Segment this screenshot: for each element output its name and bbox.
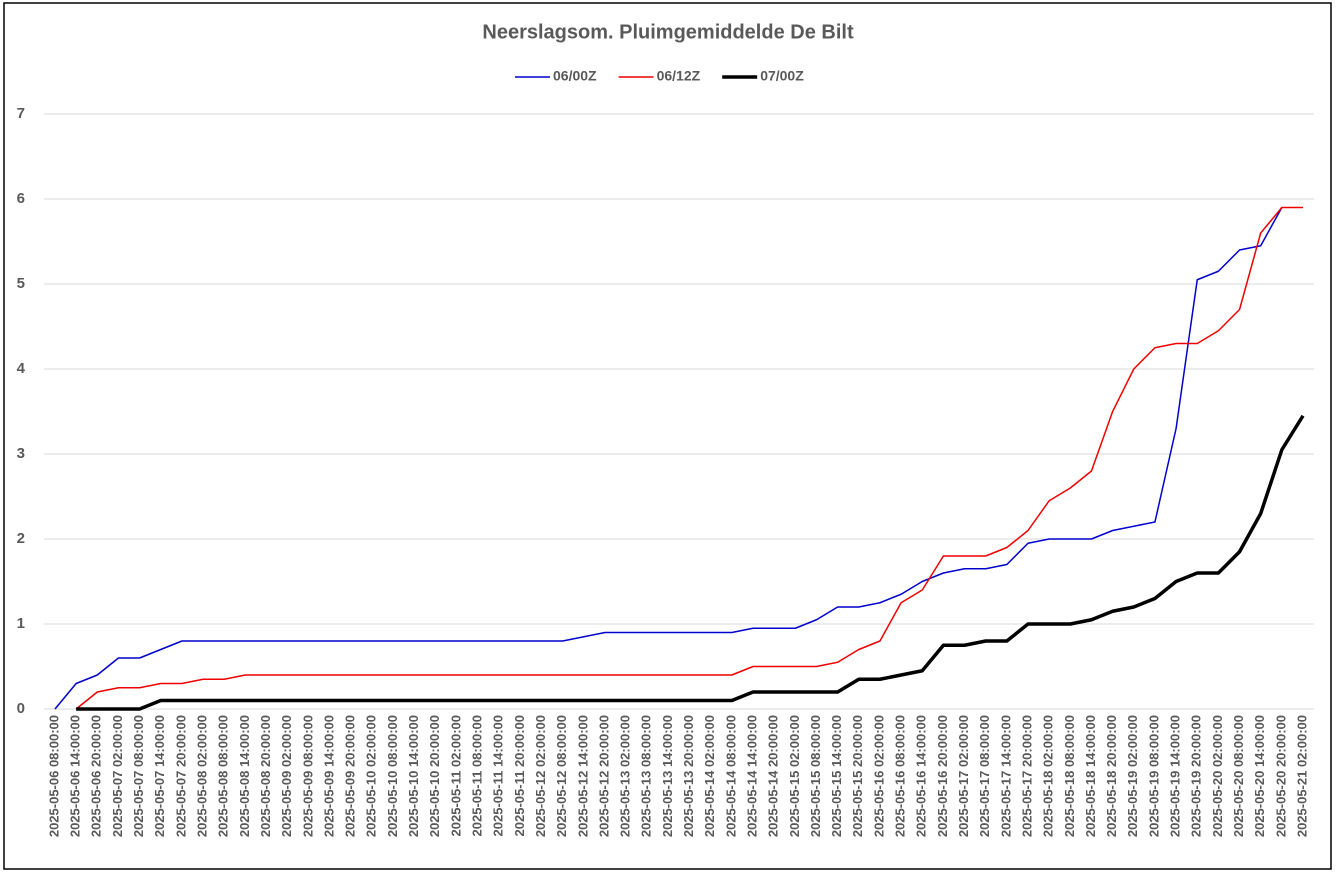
y-tick-label: 1 [17,615,25,632]
x-tick-label: 2025-05-10 14:00:00 [406,715,421,837]
x-tick-label: 2025-05-19 14:00:00 [1168,715,1183,837]
x-tick-label: 2025-05-15 20:00:00 [850,715,865,837]
x-tick-label: 2025-05-12 08:00:00 [554,715,569,837]
series-line [75,206,1303,710]
x-tick-label: 2025-05-10 08:00:00 [385,715,400,837]
y-tick-label: 6 [17,190,25,207]
x-tick-label: 2025-05-11 20:00:00 [512,715,527,836]
x-tick-label: 2025-05-15 02:00:00 [787,715,802,837]
x-tick-label: 2025-05-07 14:00:00 [152,715,167,837]
x-tick-label: 2025-05-20 02:00:00 [1210,715,1225,837]
x-tick-label: 2025-05-16 02:00:00 [871,715,886,837]
x-tick-label: 2025-05-17 08:00:00 [977,715,992,837]
x-tick-label: 2025-05-07 02:00:00 [110,715,125,837]
x-tick-label: 2025-05-06 14:00:00 [68,715,83,837]
x-tick-label: 2025-05-13 14:00:00 [660,715,675,837]
x-tick-label: 2025-05-13 02:00:00 [618,715,633,837]
x-tick-label: 2025-05-16 20:00:00 [935,715,950,837]
x-tick-label: 2025-05-14 08:00:00 [723,715,738,837]
chart-title: Neerslagsom. Pluimgemiddelde De Bilt [482,21,854,43]
x-tick-label: 2025-05-20 14:00:00 [1252,715,1267,837]
x-tick-label: 2025-05-06 20:00:00 [89,715,104,837]
x-tick-label: 2025-05-19 02:00:00 [1125,715,1140,837]
x-tick-label: 2025-05-18 14:00:00 [1083,715,1098,837]
legend-label: 06/12Z [657,68,701,84]
x-tick-label: 2025-05-07 20:00:00 [173,715,188,837]
y-tick-label: 3 [17,445,25,462]
x-tick-label: 2025-05-17 02:00:00 [956,715,971,837]
x-tick-label: 2025-05-21 02:00:00 [1294,715,1309,837]
x-tick-label: 2025-05-14 14:00:00 [744,715,759,837]
x-tick-label: 2025-05-07 08:00:00 [131,715,146,837]
x-tick-label: 2025-05-08 02:00:00 [195,715,210,837]
x-tick-label: 2025-05-18 02:00:00 [1041,715,1056,837]
legend-label: 06/00Z [553,68,597,84]
x-tick-label: 2025-05-12 14:00:00 [575,715,590,837]
x-tick-label: 2025-05-10 02:00:00 [364,715,379,837]
x-tick-label: 2025-05-17 20:00:00 [1019,715,1034,837]
x-tick-label: 2025-05-19 20:00:00 [1189,715,1204,837]
x-tick-label: 2025-05-08 08:00:00 [216,715,231,837]
x-tick-label: 2025-05-12 02:00:00 [533,715,548,837]
y-tick-label: 0 [17,700,25,717]
y-tick-label: 2 [17,530,25,547]
x-tick-label: 2025-05-08 14:00:00 [237,715,252,837]
series-line [54,207,1283,710]
x-tick-label: 2025-05-20 08:00:00 [1231,715,1246,837]
y-tick-label: 5 [17,275,25,292]
x-tick-label: 2025-05-10 20:00:00 [427,715,442,837]
x-tick-label: 2025-05-20 20:00:00 [1273,715,1288,837]
legend-label: 07/00Z [760,68,804,84]
x-tick-label: 2025-05-18 08:00:00 [1062,715,1077,837]
series-line [76,414,1305,711]
x-tick-label: 2025-05-13 20:00:00 [681,715,696,837]
chart-frame [3,2,1332,870]
y-tick-label: 4 [17,360,26,377]
x-tick-label: 2025-05-11 08:00:00 [469,715,484,836]
x-tick-label: 2025-05-09 20:00:00 [343,715,358,837]
x-tick-label: 2025-05-08 20:00:00 [258,715,273,837]
x-tick-label: 2025-05-16 08:00:00 [893,715,908,837]
x-tick-label: 2025-05-09 02:00:00 [279,715,294,837]
x-tick-label: 2025-05-14 20:00:00 [766,715,781,837]
x-tick-label: 2025-05-11 02:00:00 [448,715,463,836]
x-tick-label: 2025-05-06 08:00:00 [46,715,61,837]
x-tick-label: 2025-05-09 08:00:00 [300,715,315,837]
x-tick-label: 2025-05-15 08:00:00 [808,715,823,837]
x-tick-label: 2025-05-12 20:00:00 [596,715,611,837]
x-tick-label: 2025-05-14 02:00:00 [702,715,717,837]
x-tick-label: 2025-05-11 14:00:00 [491,715,506,836]
x-tick-label: 2025-05-15 14:00:00 [829,715,844,837]
x-tick-label: 2025-05-18 20:00:00 [1104,715,1119,837]
x-tick-label: 2025-05-13 08:00:00 [639,715,654,837]
x-tick-label: 2025-05-19 08:00:00 [1146,715,1161,837]
y-tick-label: 7 [17,105,25,122]
x-tick-label: 2025-05-17 14:00:00 [998,715,1013,837]
x-tick-label: 2025-05-16 14:00:00 [914,715,929,837]
x-tick-label: 2025-05-09 14:00:00 [321,715,336,837]
